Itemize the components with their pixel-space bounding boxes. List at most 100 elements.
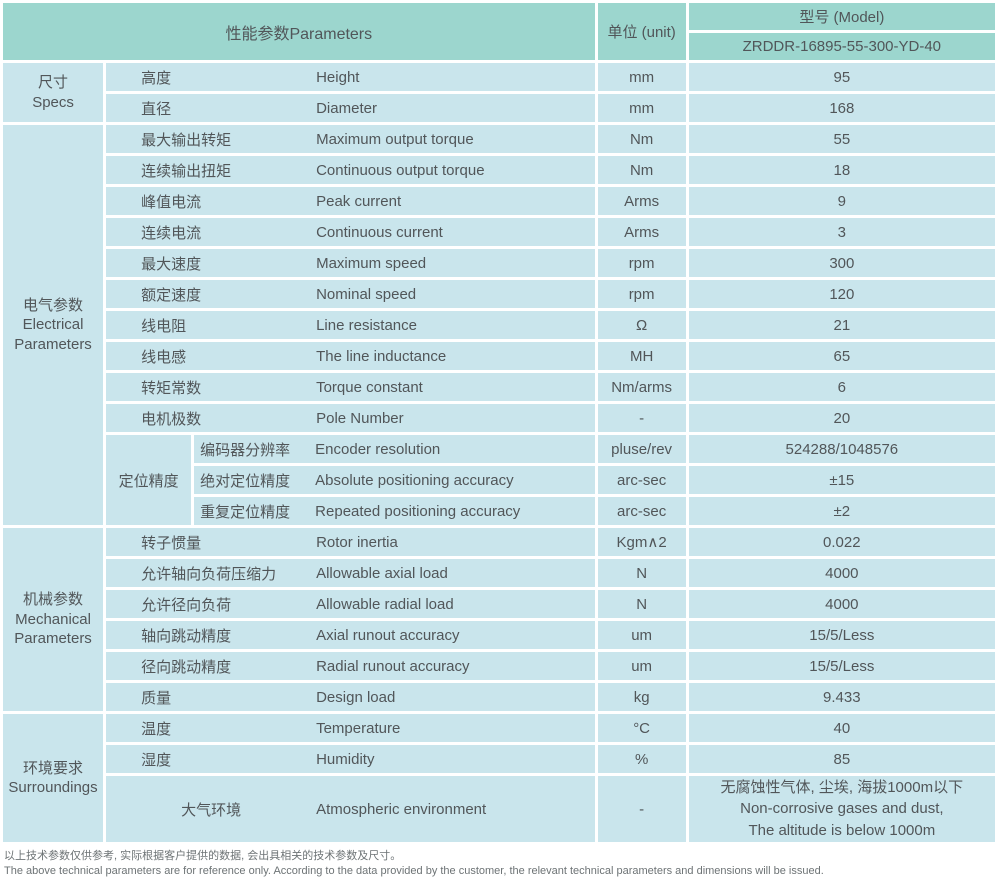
param-en: Continuous current bbox=[316, 223, 443, 241]
table-row: 环境要求 Surroundings 温度 Temperature °C 40 bbox=[3, 714, 995, 842]
unit-cell: mm bbox=[597, 94, 686, 122]
unit-cell: mm bbox=[597, 63, 686, 91]
param-cn: 线电感 bbox=[141, 348, 187, 366]
unit-cell: arc-sec bbox=[597, 497, 686, 525]
value-cell: 4000 bbox=[688, 590, 995, 618]
table-row: 允许径向负荷 Allowable radial load N 4000 bbox=[3, 590, 995, 618]
param-cn: 重复定位精度 bbox=[200, 503, 291, 521]
unit-cell: MH bbox=[597, 342, 686, 370]
group-mechanical-en: Mechanical Parameters bbox=[14, 610, 92, 648]
unit-cell: N bbox=[597, 590, 686, 618]
value-line: 无腐蚀性气体, 尘埃, 海拔1000m以下 bbox=[720, 779, 964, 797]
unit-cell: Ω bbox=[597, 311, 686, 339]
param-name-cell: 转矩常数 Torque constant bbox=[106, 373, 595, 401]
param-cn: 温度 bbox=[141, 720, 172, 738]
param-cn: 连续电流 bbox=[141, 224, 202, 242]
unit-cell: kg bbox=[597, 683, 686, 711]
param-cn: 连续输出扭矩 bbox=[141, 162, 232, 180]
unit-cell: arc-sec bbox=[597, 466, 686, 494]
value-cell: 95 bbox=[688, 63, 995, 91]
param-cn: 湿度 bbox=[141, 751, 172, 769]
param-en: Humidity bbox=[316, 750, 375, 768]
header-row-1: 性能参数Parameters 单位 (unit) 型号 (Model) bbox=[3, 3, 995, 60]
param-name-cell: 温度 Temperature bbox=[106, 714, 595, 742]
value-line: The altitude is below 1000m bbox=[748, 821, 936, 839]
param-cn: 编码器分辨率 bbox=[200, 441, 291, 459]
unit-cell: - bbox=[597, 404, 686, 432]
table-row: 线电感 The line inductance MH 65 bbox=[3, 342, 995, 370]
value-cell: ±2 bbox=[688, 497, 995, 525]
table-row: 连续输出扭矩 Continuous output torque Nm 18 bbox=[3, 156, 995, 184]
table-row: 允许轴向负荷压缩力 Allowable axial load N 4000 bbox=[3, 559, 995, 587]
value-cell: 300 bbox=[688, 249, 995, 277]
value-cell: 9.433 bbox=[688, 683, 995, 711]
param-name-cell: 线电阻 Line resistance bbox=[106, 311, 595, 339]
header-row-2: ZRDDR-16895-55-300-YD-40 bbox=[3, 33, 995, 60]
table-row: 定位精度 编码器分辨率 Encoder resolution pluse/rev … bbox=[3, 435, 995, 525]
param-name-cell: 编码器分辨率 Encoder resolution bbox=[194, 435, 595, 463]
footnote-cn: 以上技术参数仅供参考, 实际根据客户提供的数据, 会出具相关的技术参数及尺寸。 bbox=[4, 850, 402, 862]
param-en: Axial runout accuracy bbox=[316, 626, 460, 644]
unit-cell: pluse/rev bbox=[597, 435, 686, 463]
table-row: 径向跳动精度 Radial runout accuracy um 15/5/Les… bbox=[3, 652, 995, 680]
param-cn: 额定速度 bbox=[141, 286, 202, 304]
table-row: 电气参数 Electrical Parameters 最大输出转矩 Maximum… bbox=[3, 125, 995, 525]
param-en: Atmospheric environment bbox=[316, 800, 487, 818]
group-surroundings-cn: 环境要求 bbox=[23, 759, 84, 777]
value-cell: 15/5/Less bbox=[688, 621, 995, 649]
param-cn: 轴向跳动精度 bbox=[141, 627, 232, 645]
param-name-cell: 连续输出扭矩 Continuous output torque bbox=[106, 156, 595, 184]
footnote: 以上技术参数仅供参考, 实际根据客户提供的数据, 会出具相关的技术参数及尺寸。 … bbox=[0, 845, 998, 879]
spec-table: 性能参数Parameters 单位 (unit) 型号 (Model) ZRDD… bbox=[3, 3, 995, 842]
param-en: Peak current bbox=[316, 192, 402, 210]
param-cn: 最大速度 bbox=[141, 255, 202, 273]
param-cn: 线电阻 bbox=[141, 317, 187, 335]
header-model-value: ZRDDR-16895-55-300-YD-40 bbox=[688, 33, 995, 60]
param-name-cell: 直径 Diameter bbox=[106, 94, 595, 122]
unit-cell: Arms bbox=[597, 218, 686, 246]
param-name-cell: 允许径向负荷 Allowable radial load bbox=[106, 590, 595, 618]
param-name-cell: 最大输出转矩 Maximum output torque bbox=[106, 125, 595, 153]
param-name-cell: 重复定位精度 Repeated positioning accuracy bbox=[194, 497, 595, 525]
param-cn: 绝对定位精度 bbox=[200, 472, 291, 490]
unit-cell: Nm bbox=[597, 156, 686, 184]
param-en: Diameter bbox=[316, 99, 377, 117]
param-en: Allowable radial load bbox=[316, 595, 454, 613]
group-specs: 尺寸 Specs bbox=[3, 63, 104, 122]
group-surroundings: 环境要求 Surroundings bbox=[3, 714, 104, 842]
param-cn: 最大输出转矩 bbox=[141, 131, 232, 149]
param-name-cell: 额定速度 Nominal speed bbox=[106, 280, 595, 308]
unit-cell: °C bbox=[597, 714, 686, 742]
table-row: 电机极数 Pole Number - 20 bbox=[3, 404, 995, 432]
param-en: Absolute positioning accuracy bbox=[315, 471, 514, 489]
value-cell: 85 bbox=[688, 745, 995, 773]
param-en: Maximum speed bbox=[316, 254, 427, 272]
group-mechanical: 机械参数 Mechanical Parameters bbox=[3, 528, 104, 711]
param-cn: 转子惯量 bbox=[141, 534, 202, 552]
param-name-cell: 径向跳动精度 Radial runout accuracy bbox=[106, 652, 595, 680]
value-cell: 65 bbox=[688, 342, 995, 370]
table-row: 线电阻 Line resistance Ω 21 bbox=[3, 311, 995, 339]
unit-cell: N bbox=[597, 559, 686, 587]
param-cn: 直径 bbox=[141, 100, 172, 118]
table-row: 质量 Design load kg 9.433 bbox=[3, 683, 995, 711]
unit-cell: um bbox=[597, 621, 686, 649]
value-cell: 40 bbox=[688, 714, 995, 742]
group-electrical-cn: 电气参数 bbox=[23, 296, 84, 314]
unit-cell: Nm bbox=[597, 125, 686, 153]
unit-cell: Arms bbox=[597, 187, 686, 215]
table-row: 额定速度 Nominal speed rpm 120 bbox=[3, 280, 995, 308]
param-en: Maximum output torque bbox=[316, 130, 474, 148]
param-en: Pole Number bbox=[316, 409, 404, 427]
table-row: 最大速度 Maximum speed rpm 300 bbox=[3, 249, 995, 277]
value-cell: 无腐蚀性气体, 尘埃, 海拔1000m以下 Non-corrosive gase… bbox=[688, 776, 995, 842]
unit-cell: % bbox=[597, 745, 686, 773]
param-en: Encoder resolution bbox=[315, 440, 441, 458]
table-row: 轴向跳动精度 Axial runout accuracy um 15/5/Less bbox=[3, 621, 995, 649]
value-cell: ±15 bbox=[688, 466, 995, 494]
param-name-cell: 大气环境 Atmospheric environment bbox=[106, 776, 595, 842]
header-model: 型号 (Model) bbox=[688, 3, 995, 30]
group-electrical: 电气参数 Electrical Parameters bbox=[3, 125, 104, 525]
value-cell: 120 bbox=[688, 280, 995, 308]
